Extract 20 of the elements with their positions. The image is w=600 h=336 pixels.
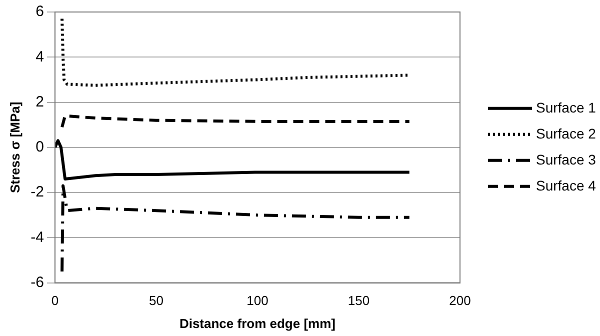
x-tick-label: 200 <box>449 293 471 308</box>
y-tick-label: -4 <box>30 228 44 246</box>
legend-label: Surface 2 <box>536 125 596 142</box>
legend-label: Surface 4 <box>536 177 596 194</box>
legend-label: Surface 3 <box>536 151 596 168</box>
x-tick-label: 50 <box>148 293 164 308</box>
x-tick-label: 0 <box>51 293 59 308</box>
line-series <box>60 114 411 129</box>
x-tick-label: 100 <box>246 293 268 308</box>
line-series <box>60 184 411 274</box>
x-tick-label: 150 <box>348 293 370 308</box>
y-tick-label: 0 <box>36 138 44 156</box>
x-axis-title: Distance from edge [mm] <box>179 316 336 331</box>
y-axis-title: Stress σ [MPa] <box>7 102 22 194</box>
y-tick-label: 6 <box>36 3 44 20</box>
legend-label: Surface 1 <box>536 99 596 116</box>
y-tick-label: -2 <box>30 184 44 201</box>
y-tick-label: 2 <box>36 93 44 110</box>
y-tick-label: 4 <box>36 48 44 66</box>
y-tick-label: -6 <box>30 274 44 291</box>
